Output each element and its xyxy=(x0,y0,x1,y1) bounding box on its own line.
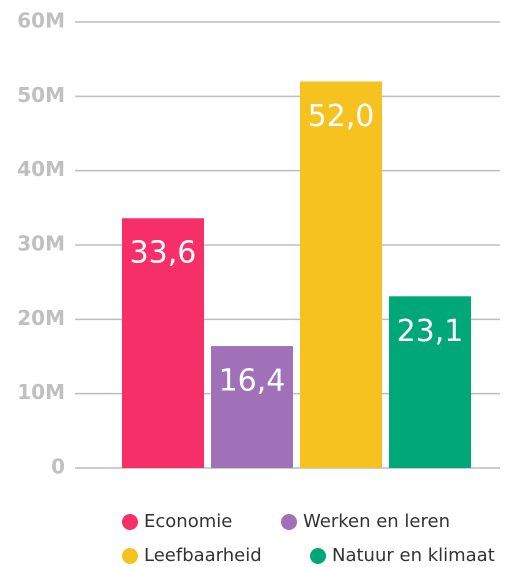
legend-label: Natuur en klimaat xyxy=(332,545,495,566)
value-label: 52,0 xyxy=(308,99,375,134)
legend-label: Leefbaarheid xyxy=(144,545,262,566)
legend-label: Economie xyxy=(144,511,232,532)
y-tick-label: 60M xyxy=(17,9,65,33)
bar xyxy=(211,346,293,468)
y-tick-label: 50M xyxy=(17,83,65,107)
legend-swatch xyxy=(122,548,138,564)
y-tick-label: 0 xyxy=(51,455,65,479)
y-tick-label: 40M xyxy=(17,157,65,181)
y-tick-label: 10M xyxy=(17,380,65,404)
legend-swatch xyxy=(122,514,138,530)
y-tick-label: 30M xyxy=(17,232,65,256)
value-label: 16,4 xyxy=(219,364,286,399)
value-label: 33,6 xyxy=(130,236,197,271)
bar xyxy=(300,81,382,468)
legend-swatch xyxy=(281,514,297,530)
bar xyxy=(389,296,471,468)
legend-swatch xyxy=(310,548,326,564)
legend-label: Werken en leren xyxy=(303,511,450,532)
y-tick-label: 20M xyxy=(17,306,65,330)
value-label: 23,1 xyxy=(397,314,464,349)
bar xyxy=(122,218,204,468)
